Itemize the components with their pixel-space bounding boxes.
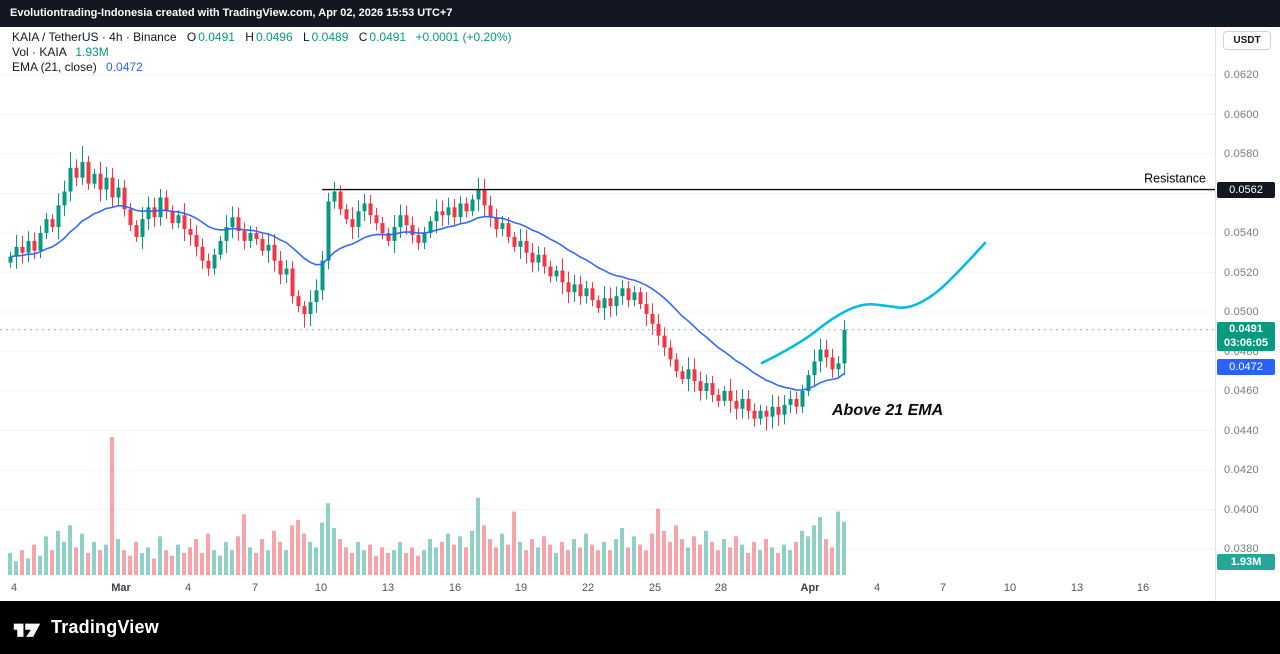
time-tick: Apr	[800, 582, 820, 594]
time-tick: 13	[381, 582, 395, 594]
open-label: O	[186, 30, 197, 44]
close-value: 0.0491	[369, 30, 407, 44]
time-tick: 13	[1070, 582, 1084, 594]
tradingview-logo-icon[interactable]	[12, 615, 42, 641]
candles	[8, 146, 847, 431]
price-tick: 0.0580	[1224, 148, 1259, 160]
price-tick: 0.0500	[1224, 306, 1259, 318]
price-tick: 0.0460	[1224, 385, 1259, 397]
time-tick: 16	[1136, 582, 1150, 594]
resistance-label: Resistance	[1144, 172, 1206, 186]
ema-row[interactable]: EMA (21, close) 0.0472	[12, 60, 512, 75]
resistance-price-badge: 0.0562	[1217, 181, 1275, 198]
above-ema-note[interactable]: Above 21 EMA	[831, 402, 943, 419]
symbol-title[interactable]: KAIA / TetherUS · 4h · Binance	[12, 30, 177, 44]
ema-label: EMA (21, close)	[12, 60, 97, 74]
price-tick: 0.0420	[1224, 464, 1259, 476]
time-axis[interactable]: 4 Mar 4 7 10 13 16 19 22 25 28 Apr 4 7 10 13 16	[0, 578, 1215, 601]
low-label: L	[302, 30, 310, 44]
time-tick: 4	[184, 582, 192, 594]
price-axis[interactable]: USDT 0.06200.06000.05800.05600.05400.052…	[1215, 27, 1280, 601]
header-bar: Evolutiontrading-Indonesia created with …	[0, 0, 1280, 27]
change-value: +0.0001 (+0.20%)	[415, 30, 512, 44]
time-tick: 4	[873, 582, 881, 594]
price-tick: 0.0620	[1224, 69, 1259, 81]
last-price-value: 0.0491	[1229, 322, 1263, 335]
time-tick: 10	[314, 582, 328, 594]
time-tick: 25	[648, 582, 662, 594]
price-tick: 0.0380	[1224, 543, 1259, 555]
time-tick: 7	[251, 582, 259, 594]
footer-bar: TradingView	[0, 601, 1280, 654]
candlestick-chart[interactable]: Resistance Above 21 EMA	[0, 27, 1215, 578]
volume-badge: 1.93M	[1217, 554, 1275, 570]
volume-bars	[8, 437, 846, 575]
grid-lines	[0, 74, 1215, 550]
candle-countdown: 03:06:05	[1223, 336, 1269, 349]
time-tick: 28	[714, 582, 728, 594]
header-text: Evolutiontrading-Indonesia created with …	[10, 7, 453, 19]
price-tick: 0.0440	[1224, 424, 1259, 437]
time-tick: 7	[939, 582, 947, 594]
ema-price-badge: 0.0472	[1217, 359, 1275, 376]
volume-row[interactable]: Vol · KAIA 1.93M	[12, 45, 512, 60]
last-price-badge: 0.0491 03:06:05	[1217, 321, 1275, 351]
open-value: 0.0491	[198, 30, 235, 44]
symbol-row[interactable]: KAIA / TetherUS · 4h · Binance O 0.0491 H…	[12, 30, 512, 45]
time-tick: 22	[581, 582, 595, 594]
ema-value: 0.0472	[106, 60, 143, 74]
close-label: C	[358, 30, 368, 44]
high-label: H	[245, 30, 254, 44]
time-tick: 19	[514, 582, 528, 594]
currency-label[interactable]: USDT	[1223, 31, 1271, 50]
time-tick: 16	[448, 582, 462, 594]
low-value: 0.0489	[311, 30, 349, 44]
volume-label: Vol · KAIA	[12, 45, 67, 59]
ema-line	[9, 204, 845, 391]
chart-legend: KAIA / TetherUS · 4h · Binance O 0.0491 H…	[12, 30, 512, 75]
price-tick: 0.0400	[1224, 503, 1259, 516]
chart-area[interactable]: Resistance Above 21 EMA KAIA / TetherUS ·…	[0, 27, 1280, 601]
high-value: 0.0496	[255, 30, 293, 44]
price-tick: 0.0600	[1224, 108, 1259, 121]
time-tick: 4	[10, 582, 18, 594]
time-tick: 10	[1003, 582, 1017, 594]
price-tick: 0.0540	[1224, 227, 1259, 239]
tradingview-wordmark[interactable]: TradingView	[51, 617, 159, 637]
price-tick: 0.0520	[1224, 266, 1259, 279]
volume-value: 1.93M	[75, 45, 109, 59]
time-tick: Mar	[111, 582, 131, 594]
projection-curve[interactable]	[760, 241, 987, 365]
